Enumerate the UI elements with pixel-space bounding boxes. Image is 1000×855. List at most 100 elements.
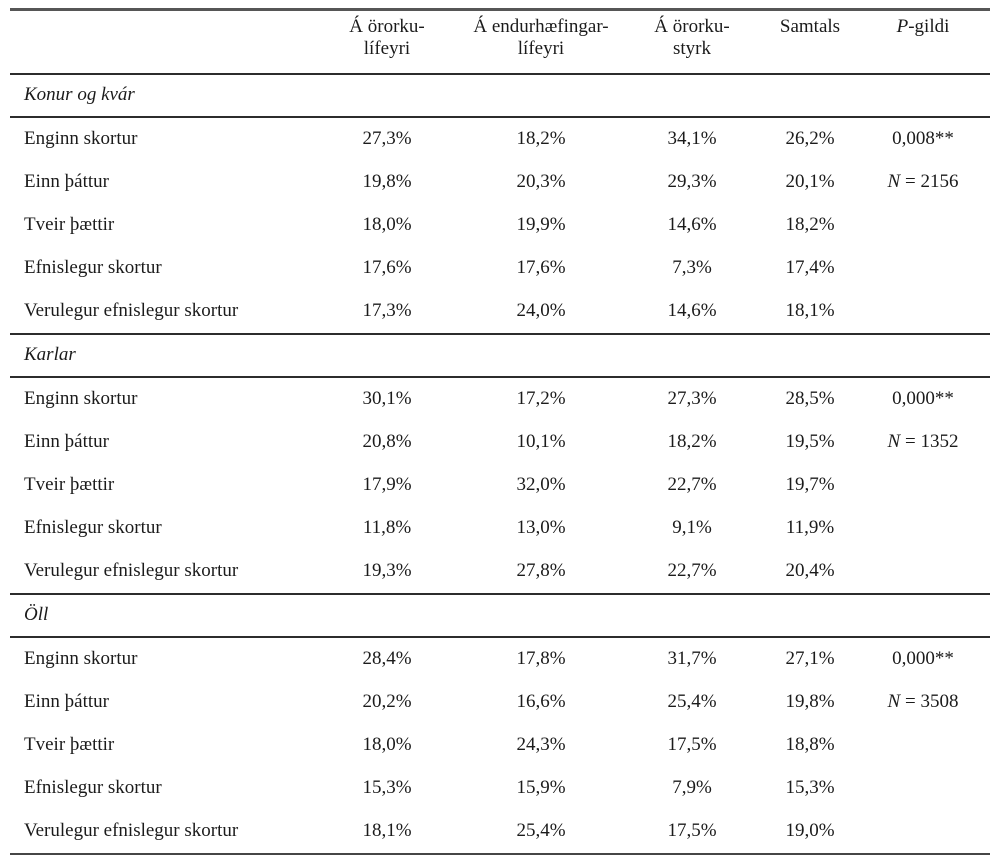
value-cell: 17,4%	[785, 257, 835, 278]
value-cell: 25,4%	[516, 820, 566, 841]
value-cell: 17,9%	[362, 474, 412, 495]
row-label: Einn þáttur	[24, 171, 109, 192]
value-cell: 18,0%	[362, 214, 412, 235]
table-row: Enginn skortur 28,4% 17,8% 31,7% 27,1% 0,000*…	[10, 637, 990, 681]
table-row: Enginn skortur 30,1% 17,2% 27,3% 28,5% 0,000*…	[10, 377, 990, 421]
row-label: Efnislegur skortur	[24, 257, 162, 278]
table-row: Einn þáttur 20,2% 16,6% 25,4% 19,8% N = 3508	[10, 681, 990, 724]
section-title: Karlar	[10, 333, 990, 378]
empty-cell	[856, 767, 990, 810]
value-cell: 32,0%	[516, 474, 566, 495]
value-cell: 15,9%	[516, 777, 566, 798]
row-label: Verulegur efnislegur skortur	[24, 820, 239, 841]
value-cell: 27,8%	[516, 560, 566, 581]
value-cell: 28,4%	[362, 648, 412, 669]
col-header-ororkustyrk: Á örorku- styrk	[654, 16, 730, 60]
section-title-row: Öll	[10, 593, 990, 638]
value-cell: 19,3%	[362, 560, 412, 581]
value-cell: 18,0%	[362, 734, 412, 755]
value-cell: 24,3%	[516, 734, 566, 755]
deprivation-statistics-table: Á örorku- lífeyri Á endurhæfingar- lífey…	[10, 8, 990, 855]
value-cell: 20,1%	[785, 171, 835, 192]
col-header-ororkulifeyri: Á örorku- lífeyri	[349, 16, 425, 60]
value-cell: 24,0%	[516, 300, 566, 321]
value-cell: 26,2%	[785, 128, 835, 149]
section-2: Karlar Enginn skortur 30,1% 17,2% 27,3% 28,5%…	[10, 333, 990, 594]
n-value-cell: N = 1352	[856, 421, 990, 464]
value-cell: 16,6%	[516, 691, 566, 712]
p-gildi-suffix: -gildi	[908, 16, 950, 37]
table-row: Einn þáttur 20,8% 10,1% 18,2% 19,5% N = 1352	[10, 421, 990, 464]
value-cell: 22,7%	[667, 560, 717, 581]
col-header-endurhaefingarlifeyri: Á endurhæfingar- lífeyri	[473, 16, 609, 60]
value-cell: 18,1%	[785, 300, 835, 321]
value-cell: 7,9%	[672, 777, 712, 798]
table-row: Efnislegur skortur 15,3% 15,9% 7,9% 15,3%	[10, 767, 990, 810]
value-cell: 15,3%	[785, 777, 835, 798]
p-symbol: P	[896, 16, 909, 37]
value-cell: 11,9%	[785, 517, 835, 538]
n-symbol: N	[887, 171, 901, 192]
value-cell: 10,1%	[516, 431, 566, 452]
table-row: Enginn skortur 27,3% 18,2% 34,1% 26,2% 0,008*…	[10, 117, 990, 161]
value-cell: 19,5%	[785, 431, 835, 452]
value-cell: 9,1%	[672, 517, 712, 538]
section-title-row: Karlar	[10, 333, 990, 378]
section-title: Öll	[10, 593, 990, 638]
value-cell: 20,2%	[362, 691, 412, 712]
value-cell: 18,2%	[667, 431, 717, 452]
n-value-cell: N = 2156	[856, 161, 990, 204]
empty-cell	[856, 247, 990, 290]
value-cell: 14,6%	[667, 300, 717, 321]
value-cell: 17,5%	[667, 734, 717, 755]
value-cell: 14,6%	[667, 214, 717, 235]
value-cell: 25,4%	[667, 691, 717, 712]
value-cell: 17,8%	[516, 648, 566, 669]
section-3: Öll Enginn skortur 28,4% 17,8% 31,7% 27,1% 0,0…	[10, 593, 990, 854]
value-cell: 27,3%	[667, 388, 717, 409]
value-cell: 17,3%	[362, 300, 412, 321]
table-row: Verulegur efnislegur skortur 17,3% 24,0% 14…	[10, 290, 990, 334]
table-row: Tveir þættir 18,0% 24,3% 17,5% 18,8%	[10, 724, 990, 767]
value-cell: 11,8%	[362, 517, 412, 538]
row-label: Verulegur efnislegur skortur	[24, 560, 239, 581]
empty-cell	[856, 290, 990, 334]
value-cell: 19,8%	[785, 691, 835, 712]
value-cell: 17,6%	[516, 257, 566, 278]
value-cell: 19,0%	[785, 820, 835, 841]
row-label: Einn þáttur	[24, 691, 109, 712]
section-title-row: Konur og kvár	[10, 73, 990, 118]
empty-cell	[856, 204, 990, 247]
value-cell: 17,5%	[667, 820, 717, 841]
p-value-cell: 0,000**	[892, 648, 954, 669]
value-cell: 20,3%	[516, 171, 566, 192]
section-title: Konur og kvár	[10, 73, 990, 118]
value-cell: 19,8%	[362, 171, 412, 192]
value-cell: 29,3%	[667, 171, 717, 192]
value-cell: 20,4%	[785, 560, 835, 581]
row-label: Tveir þættir	[24, 734, 115, 755]
empty-cell	[856, 507, 990, 550]
row-label: Enginn skortur	[24, 388, 138, 409]
value-cell: 18,8%	[785, 734, 835, 755]
value-cell: 18,2%	[785, 214, 835, 235]
row-label: Efnislegur skortur	[24, 777, 162, 798]
table-header: Á örorku- lífeyri Á endurhæfingar- lífey…	[10, 9, 990, 74]
table-row: Tveir þættir 17,9% 32,0% 22,7% 19,7%	[10, 464, 990, 507]
row-label: Tveir þættir	[24, 474, 115, 495]
empty-cell	[856, 464, 990, 507]
table-row: Verulegur efnislegur skortur 19,3% 27,8% 22…	[10, 550, 990, 594]
empty-cell	[856, 550, 990, 594]
table-row: Tveir þættir 18,0% 19,9% 14,6% 18,2%	[10, 204, 990, 247]
value-cell: 19,7%	[785, 474, 835, 495]
corner-cell	[10, 10, 312, 74]
value-cell: 15,3%	[362, 777, 412, 798]
value-cell: 28,5%	[785, 388, 835, 409]
row-label: Efnislegur skortur	[24, 517, 162, 538]
col-header-pgildi: P-gildi	[856, 10, 990, 74]
row-label: Einn þáttur	[24, 431, 109, 452]
value-cell: 27,1%	[785, 648, 835, 669]
row-label: Verulegur efnislegur skortur	[24, 300, 239, 321]
empty-cell	[856, 724, 990, 767]
